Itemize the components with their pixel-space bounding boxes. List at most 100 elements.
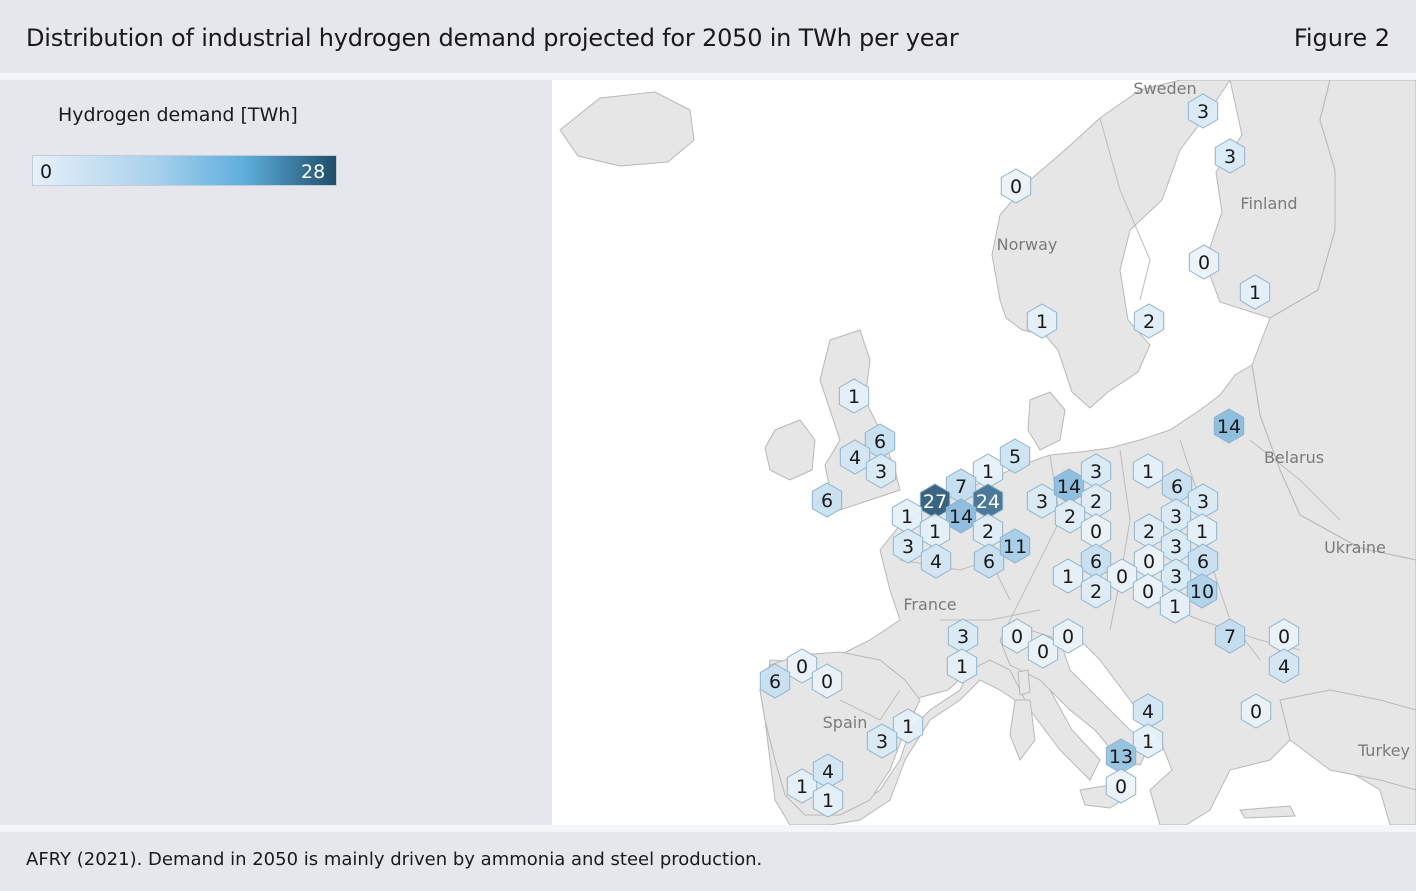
demand-hexagon[interactable]: 7 [945, 468, 977, 504]
demand-hexagon[interactable]: 27 [919, 483, 951, 519]
demand-hexagon[interactable]: 0 [786, 648, 818, 684]
demand-hexagon[interactable]: 1 [1132, 453, 1164, 489]
demand-hexagon[interactable]: 1 [892, 708, 924, 744]
demand-hexagon[interactable]: 3 [866, 723, 898, 759]
hexagon-value: 6 [769, 671, 781, 693]
demand-hexagon[interactable]: 0 [1105, 768, 1137, 804]
hexagon-shape [1132, 723, 1164, 759]
hexagon-shape [999, 528, 1031, 564]
demand-hexagon[interactable]: 6 [1161, 468, 1193, 504]
demand-hexagon[interactable]: 1 [812, 782, 844, 818]
hexagon-value: 14 [1217, 416, 1241, 438]
legend-title: Hydrogen demand [TWh] [58, 104, 298, 126]
demand-hexagon[interactable]: 3 [1187, 483, 1219, 519]
hexagon-value: 1 [902, 716, 914, 738]
demand-hexagon[interactable]: 0 [1188, 244, 1220, 280]
europe-map[interactable]: Sweden Finland Norway Belarus Ukraine France S… [552, 80, 1416, 825]
hexagon-shape [1188, 244, 1220, 280]
demand-hexagon[interactable]: 5 [999, 438, 1031, 474]
demand-hexagon[interactable]: 6 [811, 482, 843, 518]
demand-hexagon[interactable]: 14 [945, 498, 977, 534]
demand-hexagon[interactable]: 3 [892, 528, 924, 564]
demand-hexagon[interactable]: 24 [972, 483, 1004, 519]
demand-hexagon[interactable]: 1 [1052, 558, 1084, 594]
divider-top [0, 73, 1416, 80]
demand-hexagon[interactable]: 3 [1214, 138, 1246, 174]
hexagon-value: 0 [1198, 252, 1210, 274]
demand-hexagon[interactable]: 1 [946, 648, 978, 684]
demand-hexagon[interactable]: 2 [1133, 303, 1165, 339]
demand-hexagon[interactable]: 4 [920, 543, 952, 579]
demand-hexagon[interactable]: 7 [1214, 618, 1246, 654]
demand-hexagon[interactable]: 0 [811, 663, 843, 699]
land-sardinia [1009, 699, 1036, 762]
hexagon-value: 2 [1090, 581, 1102, 603]
demand-hexagon[interactable]: 1 [838, 378, 870, 414]
demand-hexagon[interactable]: 1 [972, 453, 1004, 489]
demand-hexagon[interactable]: 6 [1187, 543, 1219, 579]
demand-hexagon[interactable]: 0 [1052, 618, 1084, 654]
hexagon-value: 3 [1224, 146, 1236, 168]
demand-hexagon[interactable]: 4 [812, 753, 844, 789]
source-note: AFRY (2021). Demand in 2050 is mainly dr… [26, 849, 763, 870]
demand-hexagon[interactable]: 2 [972, 513, 1004, 549]
demand-hexagon[interactable]: 1 [1239, 274, 1271, 310]
demand-hexagon[interactable]: 1 [786, 768, 818, 804]
demand-hexagon[interactable]: 3 [865, 453, 897, 489]
hexagon-shape [1213, 408, 1245, 444]
hexagon-shape [1159, 588, 1191, 624]
demand-hexagon[interactable]: 0 [1132, 573, 1164, 609]
demand-hexagon[interactable]: 6 [1080, 543, 1112, 579]
country-label-belarus: Belarus [1264, 448, 1324, 467]
country-label-france: France [903, 595, 956, 614]
hexagon-shape [892, 708, 924, 744]
demand-hexagon[interactable]: 0 [1268, 618, 1300, 654]
demand-hexagon[interactable]: 3 [1026, 483, 1058, 519]
demand-hexagon[interactable]: 0 [1000, 168, 1032, 204]
demand-hexagon[interactable]: 0 [1080, 513, 1112, 549]
land-turkey [1279, 689, 1416, 791]
demand-hexagon[interactable]: 2 [1054, 498, 1086, 534]
hexagon-value: 0 [796, 656, 808, 678]
demand-hexagon[interactable]: 1 [891, 498, 923, 534]
demand-hexagon[interactable]: 0 [1240, 693, 1272, 729]
hexagon-value: 0 [1142, 581, 1154, 603]
demand-hexagon[interactable]: 1 [1159, 588, 1191, 624]
hexagon-value: 3 [876, 731, 888, 753]
demand-hexagon[interactable]: 10 [1186, 573, 1218, 609]
demand-hexagon[interactable]: 0 [1133, 543, 1165, 579]
demand-hexagon[interactable]: 4 [1268, 648, 1300, 684]
hexagon-value: 0 [1062, 626, 1074, 648]
hexagon-value: 0 [1143, 551, 1155, 573]
hexagon-shape [1106, 558, 1138, 594]
hexagon-value: 2 [1064, 506, 1076, 528]
demand-hexagon[interactable]: 11 [999, 528, 1031, 564]
demand-hexagon[interactable]: 1 [1132, 723, 1164, 759]
demand-hexagon[interactable]: 13 [1105, 738, 1137, 774]
hexagon-value: 3 [1090, 461, 1102, 483]
chart-title: Distribution of industrial hydrogen dema… [26, 24, 959, 52]
demand-hexagon[interactable]: 0 [1106, 558, 1138, 594]
demand-hexagon[interactable]: 2 [1133, 513, 1165, 549]
hexagon-shape [1132, 453, 1164, 489]
demand-hexagon[interactable]: 6 [864, 423, 896, 459]
demand-hexagon[interactable]: 3 [1080, 453, 1112, 489]
hexagon-value: 1 [1196, 521, 1208, 543]
demand-hexagon[interactable]: 14 [1213, 408, 1245, 444]
hexagon-shape [812, 782, 844, 818]
country-label-ukraine: Ukraine [1324, 538, 1386, 557]
demand-hexagon[interactable]: 4 [839, 439, 871, 475]
demand-hexagon[interactable]: 0 [1001, 618, 1033, 654]
demand-hexagon[interactable]: 3 [1187, 93, 1219, 129]
land-iceland [559, 91, 695, 167]
hexagon-value: 6 [874, 431, 886, 453]
demand-hexagon[interactable]: 0 [1027, 633, 1059, 669]
demand-hexagon[interactable]: 1 [1186, 513, 1218, 549]
hexagon-value: 6 [1171, 476, 1183, 498]
demand-hexagon[interactable]: 6 [759, 663, 791, 699]
demand-hexagon[interactable]: 2 [1080, 573, 1112, 609]
hexagon-shape [1080, 573, 1112, 609]
legend-panel [0, 80, 552, 825]
demand-hexagon[interactable]: 1 [1026, 303, 1058, 339]
hexagon-shape [1214, 138, 1246, 174]
